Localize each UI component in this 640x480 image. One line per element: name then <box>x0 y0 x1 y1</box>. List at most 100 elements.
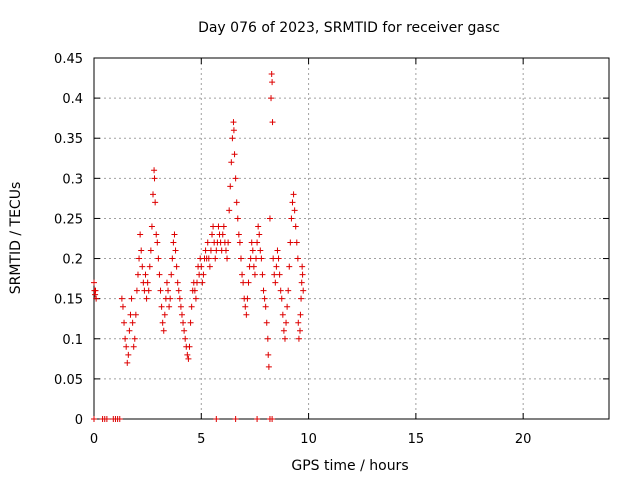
data-point <box>133 287 140 294</box>
data-point <box>148 223 155 230</box>
data-point <box>205 255 212 262</box>
data-point <box>165 287 172 294</box>
data-point <box>137 231 144 238</box>
data-point <box>281 335 288 342</box>
data-point <box>227 183 234 190</box>
data-point <box>170 239 177 246</box>
data-point <box>184 351 191 358</box>
x-tick-label: 10 <box>300 432 317 447</box>
data-point <box>286 263 293 270</box>
data-point <box>279 311 286 318</box>
data-point <box>253 255 260 262</box>
data-point <box>159 319 166 326</box>
data-point <box>298 279 305 286</box>
data-point <box>265 363 272 370</box>
data-point <box>199 279 206 286</box>
data-point <box>248 239 255 246</box>
data-point <box>142 271 149 278</box>
data-point <box>274 247 281 254</box>
data-point <box>119 303 126 310</box>
data-point <box>298 295 305 302</box>
data-point <box>295 335 302 342</box>
data-point <box>290 191 297 198</box>
data-point <box>127 311 134 318</box>
data-point <box>136 255 143 262</box>
data-point <box>175 287 182 294</box>
data-point <box>244 295 251 302</box>
y-tick-label: 0.05 <box>54 373 83 388</box>
y-tick-label: 0.25 <box>54 212 83 227</box>
y-tick-label: 0.1 <box>62 333 83 348</box>
data-point <box>181 327 188 334</box>
data-point <box>251 271 258 278</box>
data-point <box>129 319 136 326</box>
y-tick-label: 0.2 <box>62 253 83 268</box>
x-tick-label: 5 <box>197 432 205 447</box>
data-point <box>122 335 129 342</box>
data-point <box>156 271 163 278</box>
data-point <box>263 319 270 326</box>
x-tick-label: 20 <box>515 432 532 447</box>
data-point <box>258 255 265 262</box>
data-point <box>273 263 280 270</box>
data-point <box>150 191 157 198</box>
data-point <box>147 247 154 254</box>
data-point <box>186 343 193 350</box>
y-axis-label: SRMTID / TECUs <box>8 182 24 295</box>
data-point <box>219 231 226 238</box>
data-point <box>291 207 298 214</box>
data-point <box>230 127 237 134</box>
data-point <box>254 416 261 422</box>
x-tick-label: 15 <box>408 432 425 447</box>
data-point <box>271 271 278 278</box>
data-point <box>268 95 275 102</box>
data-point <box>178 311 185 318</box>
data-point <box>125 351 132 358</box>
data-point <box>169 255 176 262</box>
data-point <box>297 327 303 334</box>
data-point <box>228 159 235 166</box>
data-point <box>166 303 173 310</box>
data-point <box>116 416 123 422</box>
data-point <box>224 255 231 262</box>
data-point <box>287 239 294 246</box>
data-point <box>243 311 250 318</box>
data-point <box>194 279 200 286</box>
data-point <box>210 223 217 230</box>
data-point <box>176 295 183 302</box>
data-point <box>151 175 158 182</box>
data-point <box>260 287 267 294</box>
data-point <box>230 119 237 126</box>
data-point <box>239 271 246 278</box>
chart-title: Day 076 of 2023, SRMTID for receiver gas… <box>198 20 500 36</box>
data-point <box>299 271 306 278</box>
data-point <box>226 207 233 214</box>
data-point <box>202 247 209 254</box>
data-point <box>131 335 138 342</box>
data-point <box>242 303 249 310</box>
data-point <box>155 255 162 262</box>
data-point <box>207 247 214 254</box>
data-points <box>91 71 307 422</box>
data-point <box>163 279 170 286</box>
data-point <box>145 287 152 294</box>
data-point <box>275 255 282 262</box>
data-point <box>121 319 128 326</box>
data-point <box>280 327 287 334</box>
data-point <box>204 239 211 246</box>
data-point <box>297 311 304 318</box>
data-point <box>213 416 220 422</box>
grid-lines <box>94 58 609 419</box>
data-point <box>126 327 133 334</box>
data-point <box>266 215 273 222</box>
data-point <box>213 247 220 254</box>
data-point <box>185 355 192 362</box>
data-point <box>172 247 179 254</box>
data-point <box>234 215 241 222</box>
y-tick-label: 0 <box>75 413 83 428</box>
data-point <box>168 271 175 278</box>
data-point <box>283 319 290 326</box>
data-point <box>188 303 195 310</box>
data-point <box>262 303 269 310</box>
data-point <box>264 335 271 342</box>
